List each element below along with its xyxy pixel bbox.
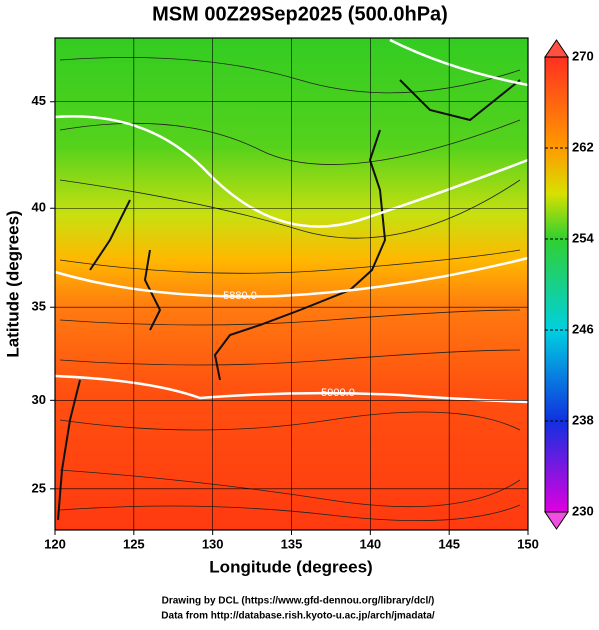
colorbar-arrow (544, 511, 569, 530)
y-tick-label: 40 (32, 200, 46, 215)
x-tick-label: 120 (44, 536, 66, 551)
footer-line: Data from http://database.rish.kyoto-u.a… (161, 611, 435, 622)
y-tick-label: 35 (32, 299, 46, 314)
y-tick-label: 45 (32, 93, 46, 108)
x-tick-label: 145 (438, 536, 460, 551)
x-axis-label: Longitude (degrees) (209, 557, 372, 576)
contour-lines (54, 38, 529, 404)
contour-label: 5900.0 (321, 387, 355, 399)
streamlines (59, 57, 521, 522)
y-tick-label: 25 (32, 480, 46, 495)
colorbar-body (544, 56, 569, 513)
colorbar-tick-label: 270 (572, 48, 594, 63)
colorbar-tick-label: 262 (572, 139, 594, 154)
colorbar-tick-label: 230 (572, 503, 594, 518)
contour-label: 5880.0 (223, 290, 257, 302)
colorbar (544, 39, 569, 530)
x-tick-label: 125 (123, 536, 145, 551)
footer-line: Drawing by DCL (https://www.gfd-dennou.o… (162, 596, 435, 607)
x-tick-label: 150 (517, 536, 539, 551)
colorbar-tick-label: 254 (572, 230, 594, 245)
x-tick-label: 140 (359, 536, 381, 551)
colorbar-tick-label: 238 (572, 412, 594, 427)
chart-title: MSM 00Z29Sep2025 (500.0hPa) (152, 3, 448, 25)
y-axis-label: Latitude (degrees) (3, 210, 22, 357)
x-tick-label: 130 (202, 536, 224, 551)
x-tick-label: 135 (281, 536, 303, 551)
colorbar-arrow (544, 39, 569, 58)
y-tick-label: 30 (32, 392, 46, 407)
colorbar-tick-label: 246 (572, 321, 594, 336)
